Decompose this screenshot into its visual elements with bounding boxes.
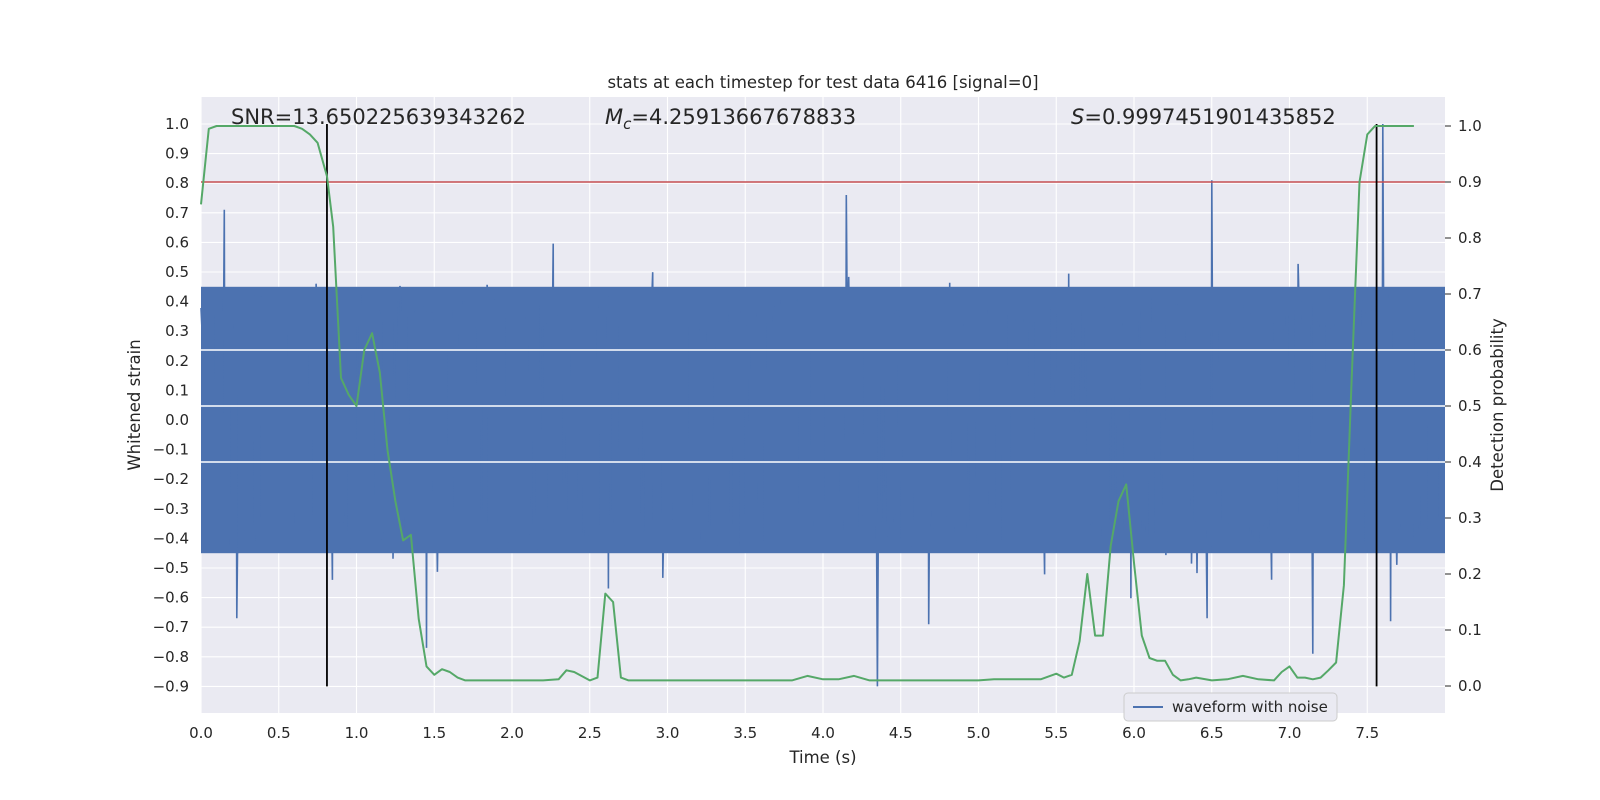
x-tick-label: 7.5 [1355, 724, 1379, 742]
y-tick-label: 0.3 [165, 322, 189, 340]
x-axis-title: Time (s) [788, 748, 856, 767]
y2-tick-label: 0.0 [1458, 677, 1482, 695]
y2-tick-label: 0.9 [1458, 173, 1482, 191]
y-axis-title: Whitened strain [125, 339, 144, 470]
overlays [201, 124, 1445, 687]
y-tick-label: −0.6 [153, 589, 189, 607]
y2-tick-label: 0.2 [1458, 565, 1482, 583]
y2-tick-label: 1.0 [1458, 117, 1482, 135]
x-tick-label: 4.5 [889, 724, 913, 742]
y-tick-label: −0.8 [153, 648, 189, 666]
y2-tick-label: 0.6 [1458, 341, 1482, 359]
y-tick-label: 1.0 [165, 115, 189, 133]
x-tick-label: 0.5 [267, 724, 291, 742]
x-tick-labels: 0.0 0.5 1.0 1.5 2.0 2.5 3.0 3.5 4.0 4.5 5.0 5.5 6.0 6… [189, 724, 1379, 742]
y2-tick-label: 0.3 [1458, 509, 1482, 527]
y-tick-label: 0.5 [165, 263, 189, 281]
y2-tick-label: 0.1 [1458, 621, 1482, 639]
y2-tick-label: 0.4 [1458, 453, 1482, 471]
y-tick-label: 0.4 [165, 293, 189, 311]
x-tick-label: 4.0 [811, 724, 835, 742]
score-annotation: S=0.9997451901435852 [1071, 105, 1336, 129]
score-value: =0.9997451901435852 [1084, 105, 1335, 129]
y-tick-label: 0.8 [165, 174, 189, 192]
y2-tick-label: 0.7 [1458, 285, 1482, 303]
y-tick-label: −0.3 [153, 500, 189, 518]
y-tick-label: −0.4 [153, 529, 189, 547]
x-tick-label: 6.5 [1200, 724, 1224, 742]
x-tick-label: 3.5 [733, 724, 757, 742]
waveform-series [200, 123, 1445, 687]
chirp-mass-annotation: Mc=4.25913667678833 [605, 105, 856, 133]
y-tick-label: 0.0 [165, 411, 189, 429]
y-tick-label: 0.1 [165, 381, 189, 399]
x-tick-label: 2.0 [500, 724, 524, 742]
x-tick-label: 6.0 [1122, 724, 1146, 742]
x-tick-label: 7.0 [1278, 724, 1302, 742]
x-tick-label: 1.0 [345, 724, 369, 742]
x-tick-label: 5.0 [967, 724, 991, 742]
chirp-mass-subscript: c [623, 115, 632, 133]
y2-tick-label: 0.5 [1458, 397, 1482, 415]
y2-tick-labels: 0.0 0.1 0.2 0.3 0.4 0.5 0.6 0.7 0.8 0.9 1.0 [1445, 117, 1482, 695]
y-tick-label: 0.6 [165, 233, 189, 251]
y-tick-label: 0.9 [165, 145, 189, 163]
y-tick-label: −0.2 [153, 470, 189, 488]
y-tick-label: −0.1 [153, 441, 189, 459]
y-tick-label: 0.2 [165, 352, 189, 370]
y2-axis-title: Detection probability [1488, 318, 1507, 492]
waveform-trace [200, 123, 1443, 687]
y-tick-label: −0.5 [153, 559, 189, 577]
y-tick-label: −0.9 [153, 677, 189, 695]
chart-title: stats at each timestep for test data 641… [607, 73, 1038, 92]
legend-label: waveform with noise [1172, 698, 1328, 716]
x-tick-label: 2.5 [578, 724, 602, 742]
snr-annotation: SNR=13.650225639343262 [231, 105, 526, 129]
legend-box [1123, 692, 1338, 722]
y-tick-label: −0.7 [153, 618, 189, 636]
y2-tick-label: 0.8 [1458, 229, 1482, 247]
x-tick-label: 3.0 [656, 724, 680, 742]
score-symbol: S [1071, 105, 1084, 129]
legend: waveform with noise [1123, 692, 1338, 722]
chirp-mass-symbol: M [605, 105, 623, 129]
y-tick-label: 0.7 [165, 204, 189, 222]
x-tick-label: 1.5 [422, 724, 446, 742]
detection-probability-line [200, 125, 1414, 682]
x-tick-label: 5.5 [1044, 724, 1068, 742]
chirp-mass-value: =4.25913667678833 [631, 105, 856, 129]
x-tick-label: 0.0 [189, 724, 213, 742]
y-tick-labels: −0.9 −0.8 −0.7 −0.6 −0.5 −0.4 −0.3 −0.2 −0.1 0.0 0… [153, 115, 189, 695]
